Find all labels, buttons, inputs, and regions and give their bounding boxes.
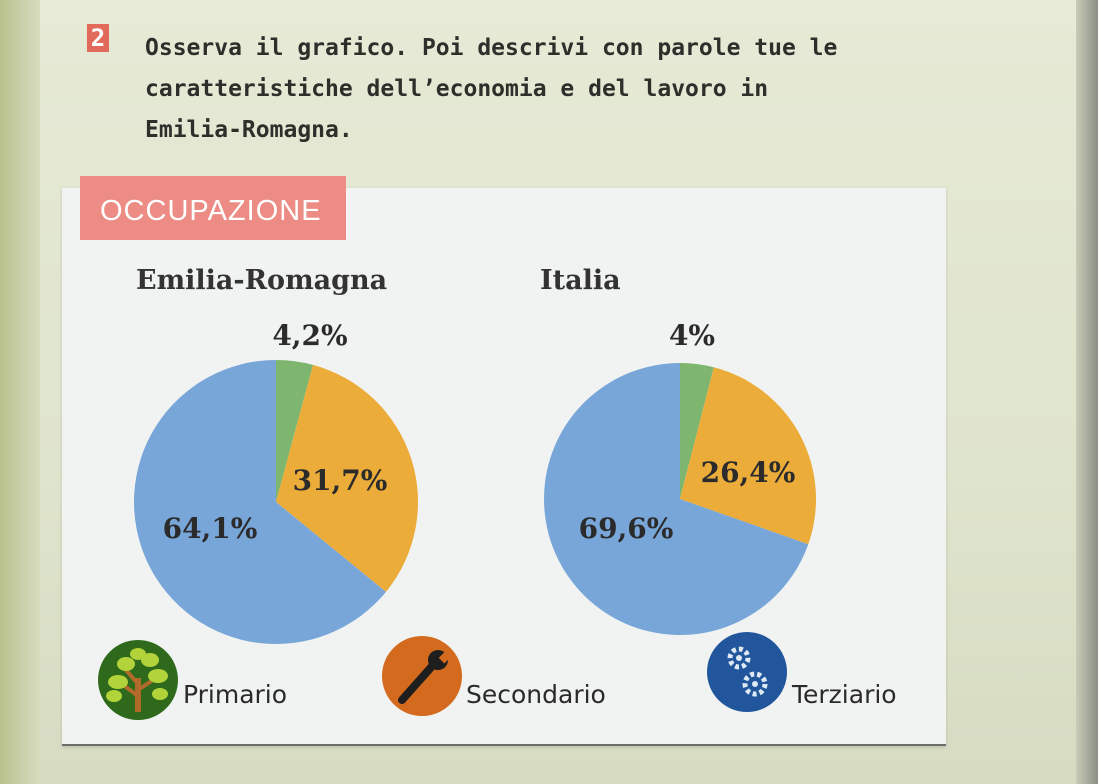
instruction-line-3: Emilia-Romagna.	[145, 117, 353, 143]
section-tag: OCCUPAZIONE	[80, 176, 346, 240]
page-binding-edge	[0, 0, 40, 784]
legend-label-primario: Primario	[183, 680, 288, 709]
instruction-line-1: Osserva il grafico. Poi descrivi con par…	[145, 35, 838, 61]
pie-label-italia-terziario: 69,6%	[579, 512, 674, 545]
pie-slice-emilia-romagna-terziario	[133, 359, 386, 644]
legend-item-secondario	[380, 634, 464, 722]
pie-title-italia: Italia	[540, 265, 621, 296]
legend-item-primario	[96, 638, 180, 726]
pie-slice-emilia-romagna-primario	[276, 360, 314, 502]
instruction-line-2: caratteristiche dell’economia e del lavo…	[145, 76, 769, 102]
pie-slice-italia-secondario	[680, 367, 817, 545]
pie-label-italia-secondario: 26,4%	[701, 456, 796, 489]
wrench-icon	[382, 636, 462, 716]
tree-icon	[98, 640, 178, 720]
pie-slice-italia-terziario	[543, 363, 809, 635]
pie-slice-italia-primario	[680, 363, 714, 499]
pie-label-emilia-romagna-terziario: 64,1%	[163, 512, 258, 545]
legend-label-terziario: Terziario	[792, 680, 897, 709]
exercise-instruction: Osserva il grafico. Poi descrivi con par…	[145, 28, 865, 151]
pie-slice-emilia-romagna-secondario	[276, 364, 418, 592]
pie-label-emilia-romagna-secondario: 31,7%	[293, 464, 388, 497]
legend-item-terziario	[705, 630, 789, 718]
gears-icon	[707, 632, 787, 712]
exercise-number-badge: 2	[87, 24, 109, 52]
pie-label-emilia-romagna-primario: 4,2%	[272, 319, 347, 352]
page-right-edge	[1076, 0, 1098, 784]
pie-title-emilia-romagna: Emilia-Romagna	[136, 265, 388, 296]
pie-label-italia-primario: 4%	[669, 319, 715, 352]
legend-label-secondario: Secondario	[466, 680, 606, 709]
